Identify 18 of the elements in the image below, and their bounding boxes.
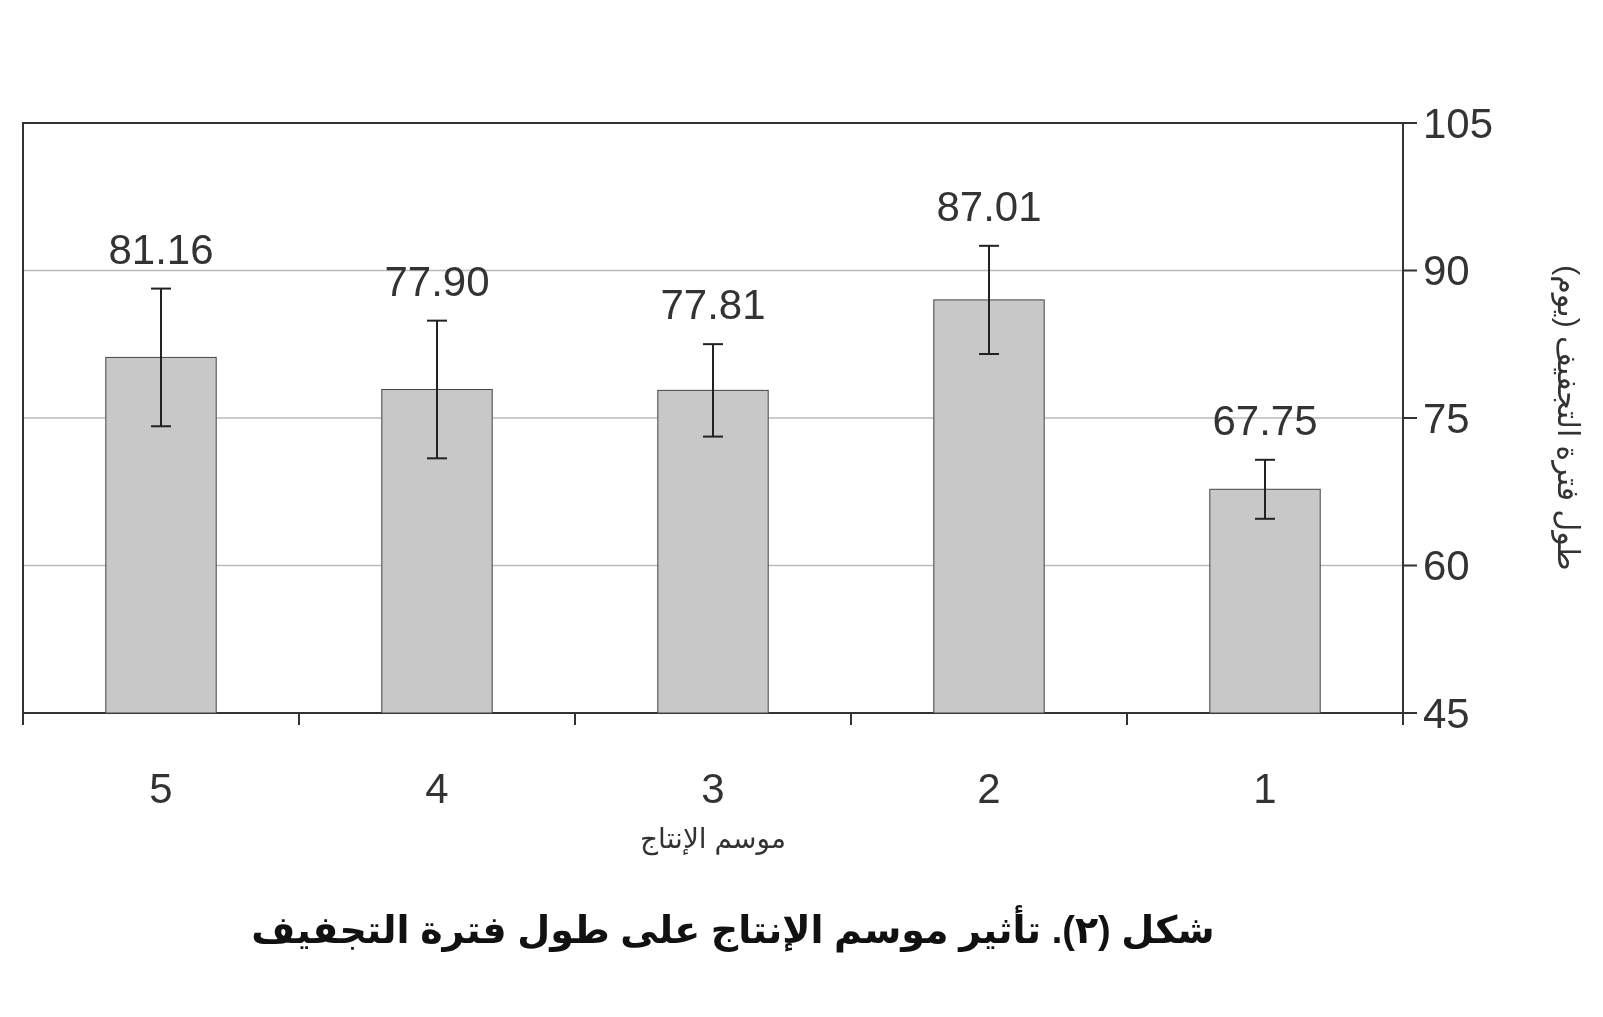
data-label: 81.16: [108, 225, 214, 273]
y-axis-title: طول فترة التجفيف (يوم): [1551, 265, 1585, 571]
y-tick-label: 105: [1423, 99, 1494, 147]
data-label: 77.81: [660, 281, 766, 329]
x-tick-label: 3: [701, 765, 725, 812]
x-tick-label: 1: [1253, 765, 1277, 812]
y-tick-label: 75: [1423, 394, 1470, 442]
x-tick-label: 5: [149, 765, 173, 812]
x-tick-label: 4: [425, 765, 449, 812]
data-label: 77.90: [384, 257, 490, 305]
data-label: 67.75: [1212, 396, 1318, 444]
y-tick-label: 60: [1423, 542, 1470, 590]
data-label: 87.01: [936, 182, 1042, 230]
text: شكل (٢). تأثير موسم الإنتاج على طول فترة التجفيف: [251, 905, 1215, 953]
y-tick-label: 90: [1423, 247, 1470, 295]
y-tick-label: 45: [1423, 689, 1470, 737]
x-axis-title: موسم الإنتاج: [640, 823, 786, 856]
x-tick-label: 2: [977, 765, 1001, 812]
